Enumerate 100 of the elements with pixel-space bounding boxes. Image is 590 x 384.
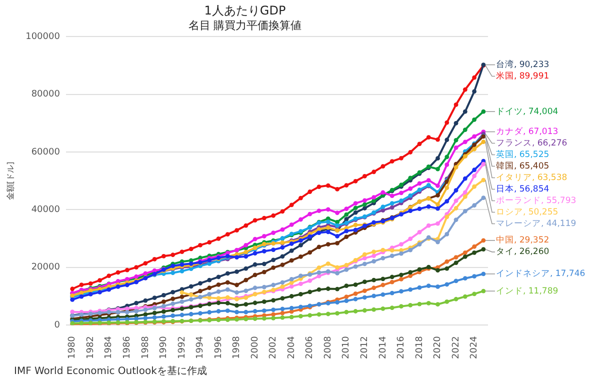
point: [234, 282, 239, 288]
point: [408, 287, 413, 292]
point: [225, 300, 230, 306]
point: [198, 242, 202, 248]
point: [124, 268, 130, 272]
point: [481, 272, 486, 276]
x-tick-label: 1986: [122, 336, 133, 359]
point: [362, 202, 367, 207]
x-tick-label: 1982: [86, 336, 96, 359]
x-tick-label: 2020: [433, 336, 444, 359]
point: [170, 314, 176, 318]
point: [252, 218, 258, 223]
point: [408, 186, 413, 191]
point: [380, 306, 386, 311]
point: [380, 282, 386, 288]
point: [408, 270, 413, 274]
point: [280, 262, 285, 267]
point: [462, 250, 468, 255]
x-tick-label: 2008: [323, 336, 334, 359]
y-tick-label: 0: [54, 320, 60, 330]
point: [462, 276, 468, 281]
point: [372, 259, 376, 264]
point: [472, 244, 476, 249]
point: [262, 308, 266, 313]
point: [436, 206, 440, 211]
point: [436, 137, 440, 142]
point: [444, 162, 450, 167]
point: [462, 128, 468, 132]
point: [162, 314, 166, 319]
point: [408, 176, 413, 180]
point: [417, 285, 422, 290]
data-label: 韓国, 65,405: [496, 160, 550, 172]
point: [280, 209, 285, 214]
x-tick-label: 2016: [396, 336, 407, 359]
point: [444, 232, 450, 236]
point: [454, 198, 458, 203]
point: [335, 286, 340, 292]
point: [180, 268, 184, 274]
point: [70, 286, 75, 292]
data-label: マレーシア, 44,119: [496, 218, 576, 229]
point: [417, 267, 422, 272]
point: [335, 311, 340, 316]
point: [408, 302, 413, 308]
point: [162, 293, 166, 298]
point: [444, 266, 450, 271]
point: [298, 242, 303, 248]
x-tick-label: 2010: [342, 336, 352, 359]
y-tick-label: 40000: [31, 205, 60, 216]
point: [454, 260, 458, 265]
point: [143, 271, 148, 276]
point: [70, 310, 75, 314]
point: [399, 289, 404, 294]
point: [244, 302, 248, 307]
point: [134, 300, 138, 306]
point: [390, 290, 394, 296]
point: [417, 142, 422, 146]
point: [444, 259, 450, 264]
x-tick-label: 2000: [250, 336, 260, 359]
point: [116, 270, 120, 275]
point: [298, 254, 303, 259]
point: [225, 232, 230, 237]
point: [372, 250, 376, 254]
point: [436, 193, 440, 198]
point: [207, 310, 212, 314]
point: [372, 278, 376, 282]
point: [252, 236, 258, 242]
point: [426, 135, 431, 140]
point: [198, 281, 202, 286]
data-label: インドネシア, 17,746: [496, 269, 586, 280]
point: [143, 261, 148, 266]
x-tick-label: 1996: [214, 336, 224, 359]
x-tick-label: 1994: [196, 336, 206, 359]
point: [380, 292, 386, 297]
point: [298, 314, 303, 318]
point: [362, 295, 367, 300]
point: [289, 277, 294, 282]
point: [244, 288, 248, 293]
point: [207, 286, 212, 290]
point: [316, 270, 322, 275]
point: [344, 268, 349, 272]
point: [289, 284, 294, 289]
point: [408, 208, 413, 214]
x-tick-label: 1998: [232, 336, 242, 359]
point: [399, 156, 404, 160]
point: [390, 306, 394, 310]
point: [462, 140, 468, 144]
point: [362, 206, 367, 210]
point: [188, 246, 194, 252]
point: [344, 206, 349, 212]
point: [372, 254, 376, 258]
point: [344, 234, 349, 240]
point: [472, 174, 476, 178]
point: [399, 198, 404, 203]
point: [188, 312, 194, 316]
point: [426, 284, 431, 288]
point: [316, 208, 322, 214]
point: [472, 117, 476, 122]
point: [399, 277, 404, 282]
point: [271, 308, 276, 312]
point: [252, 272, 258, 278]
